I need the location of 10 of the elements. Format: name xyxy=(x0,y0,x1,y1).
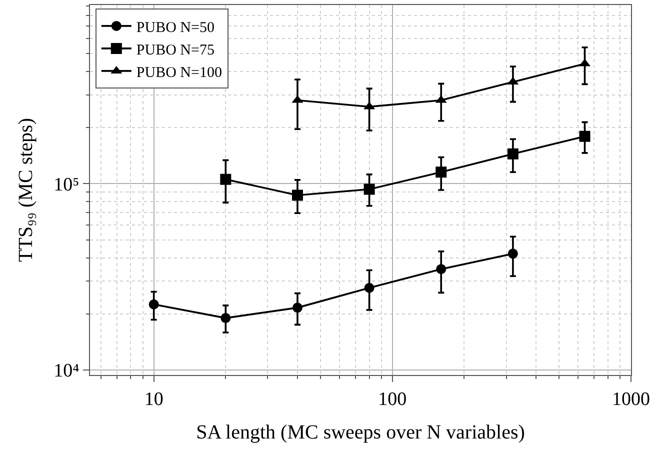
y-tick-label: 10⁴ xyxy=(54,360,80,382)
y-tick-label: 10⁵ xyxy=(54,174,80,196)
legend-label: PUBO N=50 xyxy=(136,20,214,36)
x-tick-label: 100 xyxy=(378,388,407,410)
x-axis-title: SA length (MC sweeps over N variables) xyxy=(196,421,525,444)
y-axis-title: TTS₉₉ (MC steps) xyxy=(15,118,38,262)
legend-label: PUBO N=100 xyxy=(136,64,222,81)
x-tick-label: 10 xyxy=(144,388,164,410)
x-tick-label: 1000 xyxy=(612,388,650,410)
legend-label: PUBO N=75 xyxy=(136,42,214,58)
